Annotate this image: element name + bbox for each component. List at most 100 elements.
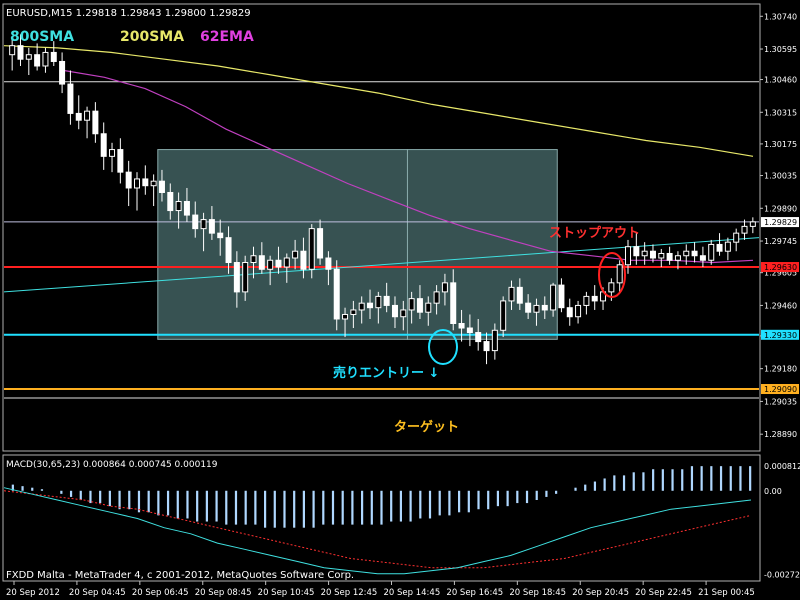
copyright-text: FXDD Malta - MetaTrader 4, c 2001-2012, … bbox=[6, 570, 354, 581]
candle-body-52 bbox=[441, 282, 448, 293]
candle-body-3 bbox=[34, 54, 41, 67]
price-tick-label-4: 1.30175 bbox=[764, 140, 797, 149]
time-tick-label-4: 20 Sep 10:45 bbox=[258, 588, 315, 598]
price-tick-label-8: 1.29605 bbox=[764, 269, 797, 278]
time-tick-label-2: 20 Sep 06:45 bbox=[132, 588, 189, 598]
price-tick-label-12: 1.29035 bbox=[764, 397, 797, 406]
zone-rect-1 bbox=[406, 149, 558, 340]
candle-body-2 bbox=[25, 54, 32, 60]
price-tick-label-7: 1.29745 bbox=[764, 237, 797, 246]
target-label: ターゲット bbox=[394, 419, 459, 435]
candle-body-6 bbox=[59, 60, 66, 85]
macd-main-line bbox=[3, 487, 752, 575]
candle-body-70 bbox=[591, 295, 598, 302]
candle-body-47 bbox=[400, 309, 407, 318]
candle-body-59 bbox=[500, 300, 507, 331]
candle-body-46 bbox=[391, 304, 398, 318]
legend-800sma: 800SMA bbox=[10, 29, 74, 45]
candle-body-86 bbox=[724, 241, 731, 252]
time-tick-label-8: 20 Sep 18:45 bbox=[509, 588, 566, 598]
candle-body-35 bbox=[300, 250, 307, 270]
candle-body-45 bbox=[383, 295, 390, 306]
candle-body-29 bbox=[250, 255, 257, 264]
candle-body-54 bbox=[458, 323, 465, 329]
candle-body-36 bbox=[308, 228, 315, 270]
candle-body-75 bbox=[633, 246, 640, 257]
candle-body-42 bbox=[358, 302, 365, 311]
macd-indicator: 0.000812 0.00 -0.00272 bbox=[3, 462, 800, 579]
candle-body-89 bbox=[749, 221, 756, 227]
candle-body-81 bbox=[683, 250, 690, 257]
candle-body-14 bbox=[125, 171, 132, 189]
price-badge-bg-1 bbox=[761, 262, 799, 273]
candle-body-26 bbox=[225, 237, 232, 264]
candle-body-84 bbox=[708, 243, 715, 261]
price-tick-label-11: 1.29180 bbox=[764, 365, 797, 374]
candle-body-34 bbox=[292, 250, 299, 259]
candle-body-85 bbox=[716, 243, 723, 252]
price-tick-label-0: 1.30740 bbox=[764, 12, 797, 21]
price-badge-bg-3 bbox=[761, 384, 799, 395]
time-tick-label-9: 20 Sep 20:45 bbox=[572, 588, 629, 598]
price-badge-bg-2 bbox=[761, 329, 799, 340]
time-tick-label-7: 20 Sep 16:45 bbox=[446, 588, 503, 598]
candle-body-79 bbox=[666, 252, 673, 261]
candle-body-61 bbox=[516, 286, 523, 304]
candle-body-38 bbox=[325, 257, 332, 270]
candle-body-25 bbox=[217, 232, 224, 239]
time-tick-label-5: 20 Sep 12:45 bbox=[321, 588, 378, 598]
candle-body-74 bbox=[625, 246, 632, 266]
candle-body-30 bbox=[258, 255, 265, 270]
candle-body-23 bbox=[200, 219, 207, 230]
candle-body-41 bbox=[350, 309, 357, 315]
candle-body-69 bbox=[583, 295, 590, 306]
time-tick-label-3: 20 Sep 08:45 bbox=[195, 588, 252, 598]
candle-body-83 bbox=[699, 255, 706, 261]
candle-body-12 bbox=[109, 149, 116, 157]
candle-body-20 bbox=[175, 201, 182, 212]
macd-pane-frame bbox=[2, 454, 761, 582]
time-tick-label-11: 21 Sep 00:45 bbox=[698, 588, 755, 598]
price-tick-label-2: 1.30460 bbox=[764, 76, 797, 85]
candle-body-0 bbox=[9, 45, 16, 56]
price-tick-label-3: 1.30315 bbox=[764, 108, 797, 117]
candle-body-50 bbox=[425, 302, 432, 313]
sell-entry-label: 売りエントリー ↓ bbox=[333, 365, 439, 381]
candle-body-7 bbox=[67, 83, 74, 114]
candle-body-19 bbox=[167, 191, 174, 212]
price-tick-label-5: 1.30035 bbox=[764, 172, 797, 181]
price-tick-label-13: 1.28890 bbox=[764, 430, 797, 439]
highlight-zones bbox=[157, 149, 558, 340]
price-badges: 1.29829 1.29630 1.29330 1.29090 bbox=[761, 217, 799, 395]
macd-title: MACD(30,65,23) 0.000864 0.000745 0.00011… bbox=[6, 460, 218, 470]
candle-body-17 bbox=[150, 180, 157, 187]
macd-signal-line bbox=[3, 490, 752, 569]
candle-body-64 bbox=[541, 304, 548, 311]
time-tick-label-6: 20 Sep 14:45 bbox=[384, 588, 441, 598]
candle-body-22 bbox=[192, 214, 199, 230]
candle-body-57 bbox=[483, 341, 490, 352]
candle-body-37 bbox=[317, 228, 324, 259]
candle-body-73 bbox=[616, 264, 623, 284]
price-badge-label-0: 1.29829 bbox=[764, 218, 797, 227]
candle-body-63 bbox=[533, 304, 540, 313]
candle-body-33 bbox=[283, 257, 290, 268]
candle-body-56 bbox=[475, 332, 482, 343]
macd-tick-label-0: 0.000812 bbox=[764, 462, 800, 471]
candle-body-76 bbox=[641, 250, 648, 257]
candle-body-62 bbox=[525, 302, 532, 313]
price-tick-label-9: 1.29460 bbox=[764, 301, 797, 310]
candle-body-21 bbox=[183, 201, 190, 216]
stop-out-label: ストップアウト bbox=[549, 226, 640, 241]
candle-body-27 bbox=[233, 262, 240, 293]
price-badge-bg-0 bbox=[761, 217, 799, 228]
candle-body-4 bbox=[42, 51, 49, 67]
candle-body-18 bbox=[158, 180, 165, 193]
time-tick-label-10: 20 Sep 22:45 bbox=[635, 588, 692, 598]
candle-body-82 bbox=[691, 250, 698, 257]
candle-body-51 bbox=[433, 291, 440, 304]
candle-body-87 bbox=[733, 232, 740, 243]
candle-body-28 bbox=[242, 262, 249, 293]
price-tick-label-6: 1.29890 bbox=[764, 204, 797, 213]
